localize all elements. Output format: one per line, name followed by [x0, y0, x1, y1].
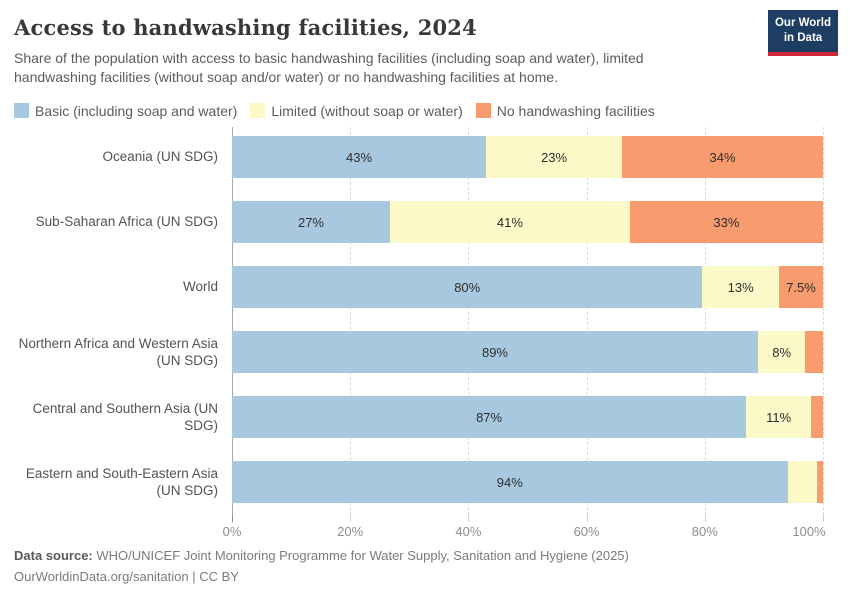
- bar-segment-none[interactable]: [817, 461, 823, 504]
- x-tick-label: 0%: [222, 523, 242, 539]
- data-source-label: Data source:: [14, 548, 93, 564]
- segment-value-label: 94%: [496, 474, 523, 490]
- bar-track: 27% 41% 33%: [232, 201, 823, 244]
- legend-label-basic: Basic (including soap and water): [35, 102, 238, 119]
- gridline: [823, 126, 824, 515]
- category-label: Eastern and South-Eastern Asia (UN SDG): [25, 465, 218, 499]
- legend-swatch-none-icon: [475, 103, 491, 119]
- legend-label-limited: Limited (without soap or water): [271, 102, 463, 119]
- bar-segment-none[interactable]: [811, 396, 823, 439]
- legend-item-limited[interactable]: Limited (without soap or water): [250, 102, 463, 119]
- bar-track: 43% 23% 34%: [232, 136, 823, 179]
- chart-footer: Data source: WHO/UNICEF Joint Monitoring…: [14, 546, 629, 588]
- x-tick-label: 100%: [792, 523, 826, 539]
- x-tick: [468, 514, 470, 522]
- bar-segment-basic[interactable]: 87%: [232, 396, 747, 439]
- segment-value-label: 11%: [766, 409, 792, 425]
- chart-row: Oceania (UN SDG) 43% 23% 34%: [14, 125, 823, 190]
- x-tick: [350, 514, 352, 522]
- bar-track: 80% 13% 7.5%: [232, 266, 824, 309]
- category-label: Northern Africa and Western Asia (UN SDG…: [18, 335, 218, 369]
- bar-segment-limited[interactable]: 8%: [757, 331, 806, 374]
- chart-subtitle: Share of the population with access to b…: [14, 50, 644, 86]
- legend-swatch-limited-icon: [250, 103, 266, 119]
- category-label: World: [182, 279, 218, 295]
- bar-segment-basic[interactable]: 94%: [232, 461, 788, 504]
- chart-area: Oceania (UN SDG) 43% 23% 34% Sub-Saharan Afr…: [0, 125, 850, 545]
- bar-segment-limited[interactable]: 41%: [389, 201, 630, 244]
- legend-label-none: No handwashing facilities: [496, 102, 655, 119]
- segment-value-label: 43%: [346, 149, 373, 165]
- gridline: [232, 126, 233, 522]
- plot-area: Oceania (UN SDG) 43% 23% 34% Sub-Saharan Afr…: [14, 125, 824, 522]
- x-tick-label: 20%: [337, 523, 364, 539]
- legend-swatch-basic-icon: [14, 103, 29, 119]
- segment-value-label: 8%: [772, 344, 792, 360]
- segment-value-label: 13%: [727, 279, 754, 295]
- data-source-text: WHO/UNICEF Joint Monitoring Programme fo…: [96, 548, 629, 564]
- category-label: Central and Southern Asia (UN SDG): [32, 400, 218, 434]
- bar-segment-none[interactable]: 7.5%: [778, 266, 824, 309]
- bar-segment-limited[interactable]: [787, 461, 818, 504]
- bar-track: 87% 11%: [232, 396, 823, 439]
- x-axis: 0% 20% 40% 60% 80% 100%: [223, 514, 826, 545]
- legend: Basic (including soap and water) Limited…: [0, 88, 850, 123]
- bar-segment-limited[interactable]: 23%: [486, 136, 623, 179]
- chart-row: Northern Africa and Western Asia (UN SDG…: [14, 320, 823, 385]
- chart-title: Access to handwashing facilities, 2024: [14, 15, 477, 40]
- segment-value-label: 7.5%: [786, 279, 816, 295]
- chart-row: World 80% 13% 7.5%: [14, 255, 824, 320]
- gridline: [350, 126, 352, 515]
- bar-track: 94%: [232, 461, 823, 504]
- owid-logo-line1: Our World: [774, 17, 831, 29]
- segment-value-label: 33%: [713, 214, 740, 230]
- chart-row: Sub-Saharan Africa (UN SDG) 27% 41% 33%: [14, 190, 823, 255]
- bar-segment-limited[interactable]: 13%: [702, 266, 779, 309]
- gridline: [704, 126, 706, 515]
- gridlines: [232, 126, 824, 522]
- data-source-line: Data source: WHO/UNICEF Joint Monitoring…: [14, 546, 629, 567]
- bar-segment-none[interactable]: 33%: [629, 201, 823, 244]
- bar-segment-basic[interactable]: 27%: [232, 201, 390, 244]
- bar-segment-basic[interactable]: 43%: [232, 136, 487, 179]
- chart-header: Access to handwashing facilities, 2024 S…: [0, 0, 850, 88]
- owid-logo-line2: in Data: [783, 31, 823, 44]
- x-tick-label: 40%: [455, 523, 482, 539]
- legend-item-basic[interactable]: Basic (including soap and water): [14, 103, 237, 119]
- legend-item-none[interactable]: No handwashing facilities: [475, 102, 655, 119]
- gridline: [468, 126, 470, 515]
- x-tick: [823, 514, 824, 522]
- bar-track: 89% 8%: [232, 331, 823, 374]
- chart-rows: Oceania (UN SDG) 43% 23% 34% Sub-Saharan Afr…: [14, 125, 824, 515]
- segment-value-label: 27%: [297, 214, 324, 230]
- x-tick: [704, 514, 706, 522]
- category-label: Oceania (UN SDG): [102, 149, 218, 165]
- chart-row: Central and Southern Asia (UN SDG) 87% 11%: [14, 385, 823, 450]
- bar-segment-limited[interactable]: 11%: [746, 396, 812, 439]
- owid-logo[interactable]: Our World in Data: [768, 10, 838, 56]
- x-tick: [586, 514, 588, 522]
- bar-segment-basic[interactable]: 80%: [232, 266, 703, 309]
- category-label: Sub-Saharan Africa (UN SDG): [35, 214, 218, 230]
- bar-segment-none[interactable]: [805, 331, 823, 374]
- segment-value-label: 87%: [476, 409, 503, 425]
- segment-value-label: 80%: [454, 279, 481, 295]
- bar-segment-basic[interactable]: 89%: [232, 331, 758, 374]
- segment-value-label: 89%: [481, 344, 508, 360]
- bar-segment-none[interactable]: 34%: [622, 136, 823, 179]
- x-tick-label: 60%: [573, 523, 600, 539]
- segment-value-label: 23%: [541, 149, 568, 165]
- chart-row: Eastern and South-Eastern Asia (UN SDG) 9…: [14, 450, 823, 515]
- segment-value-label: 34%: [709, 149, 736, 165]
- x-tick: [232, 514, 233, 522]
- x-tick-label: 80%: [691, 523, 718, 539]
- gridline: [586, 126, 588, 515]
- segment-value-label: 41%: [496, 214, 523, 230]
- license-line: OurWorldinData.org/sanitation | CC BY: [14, 569, 239, 585]
